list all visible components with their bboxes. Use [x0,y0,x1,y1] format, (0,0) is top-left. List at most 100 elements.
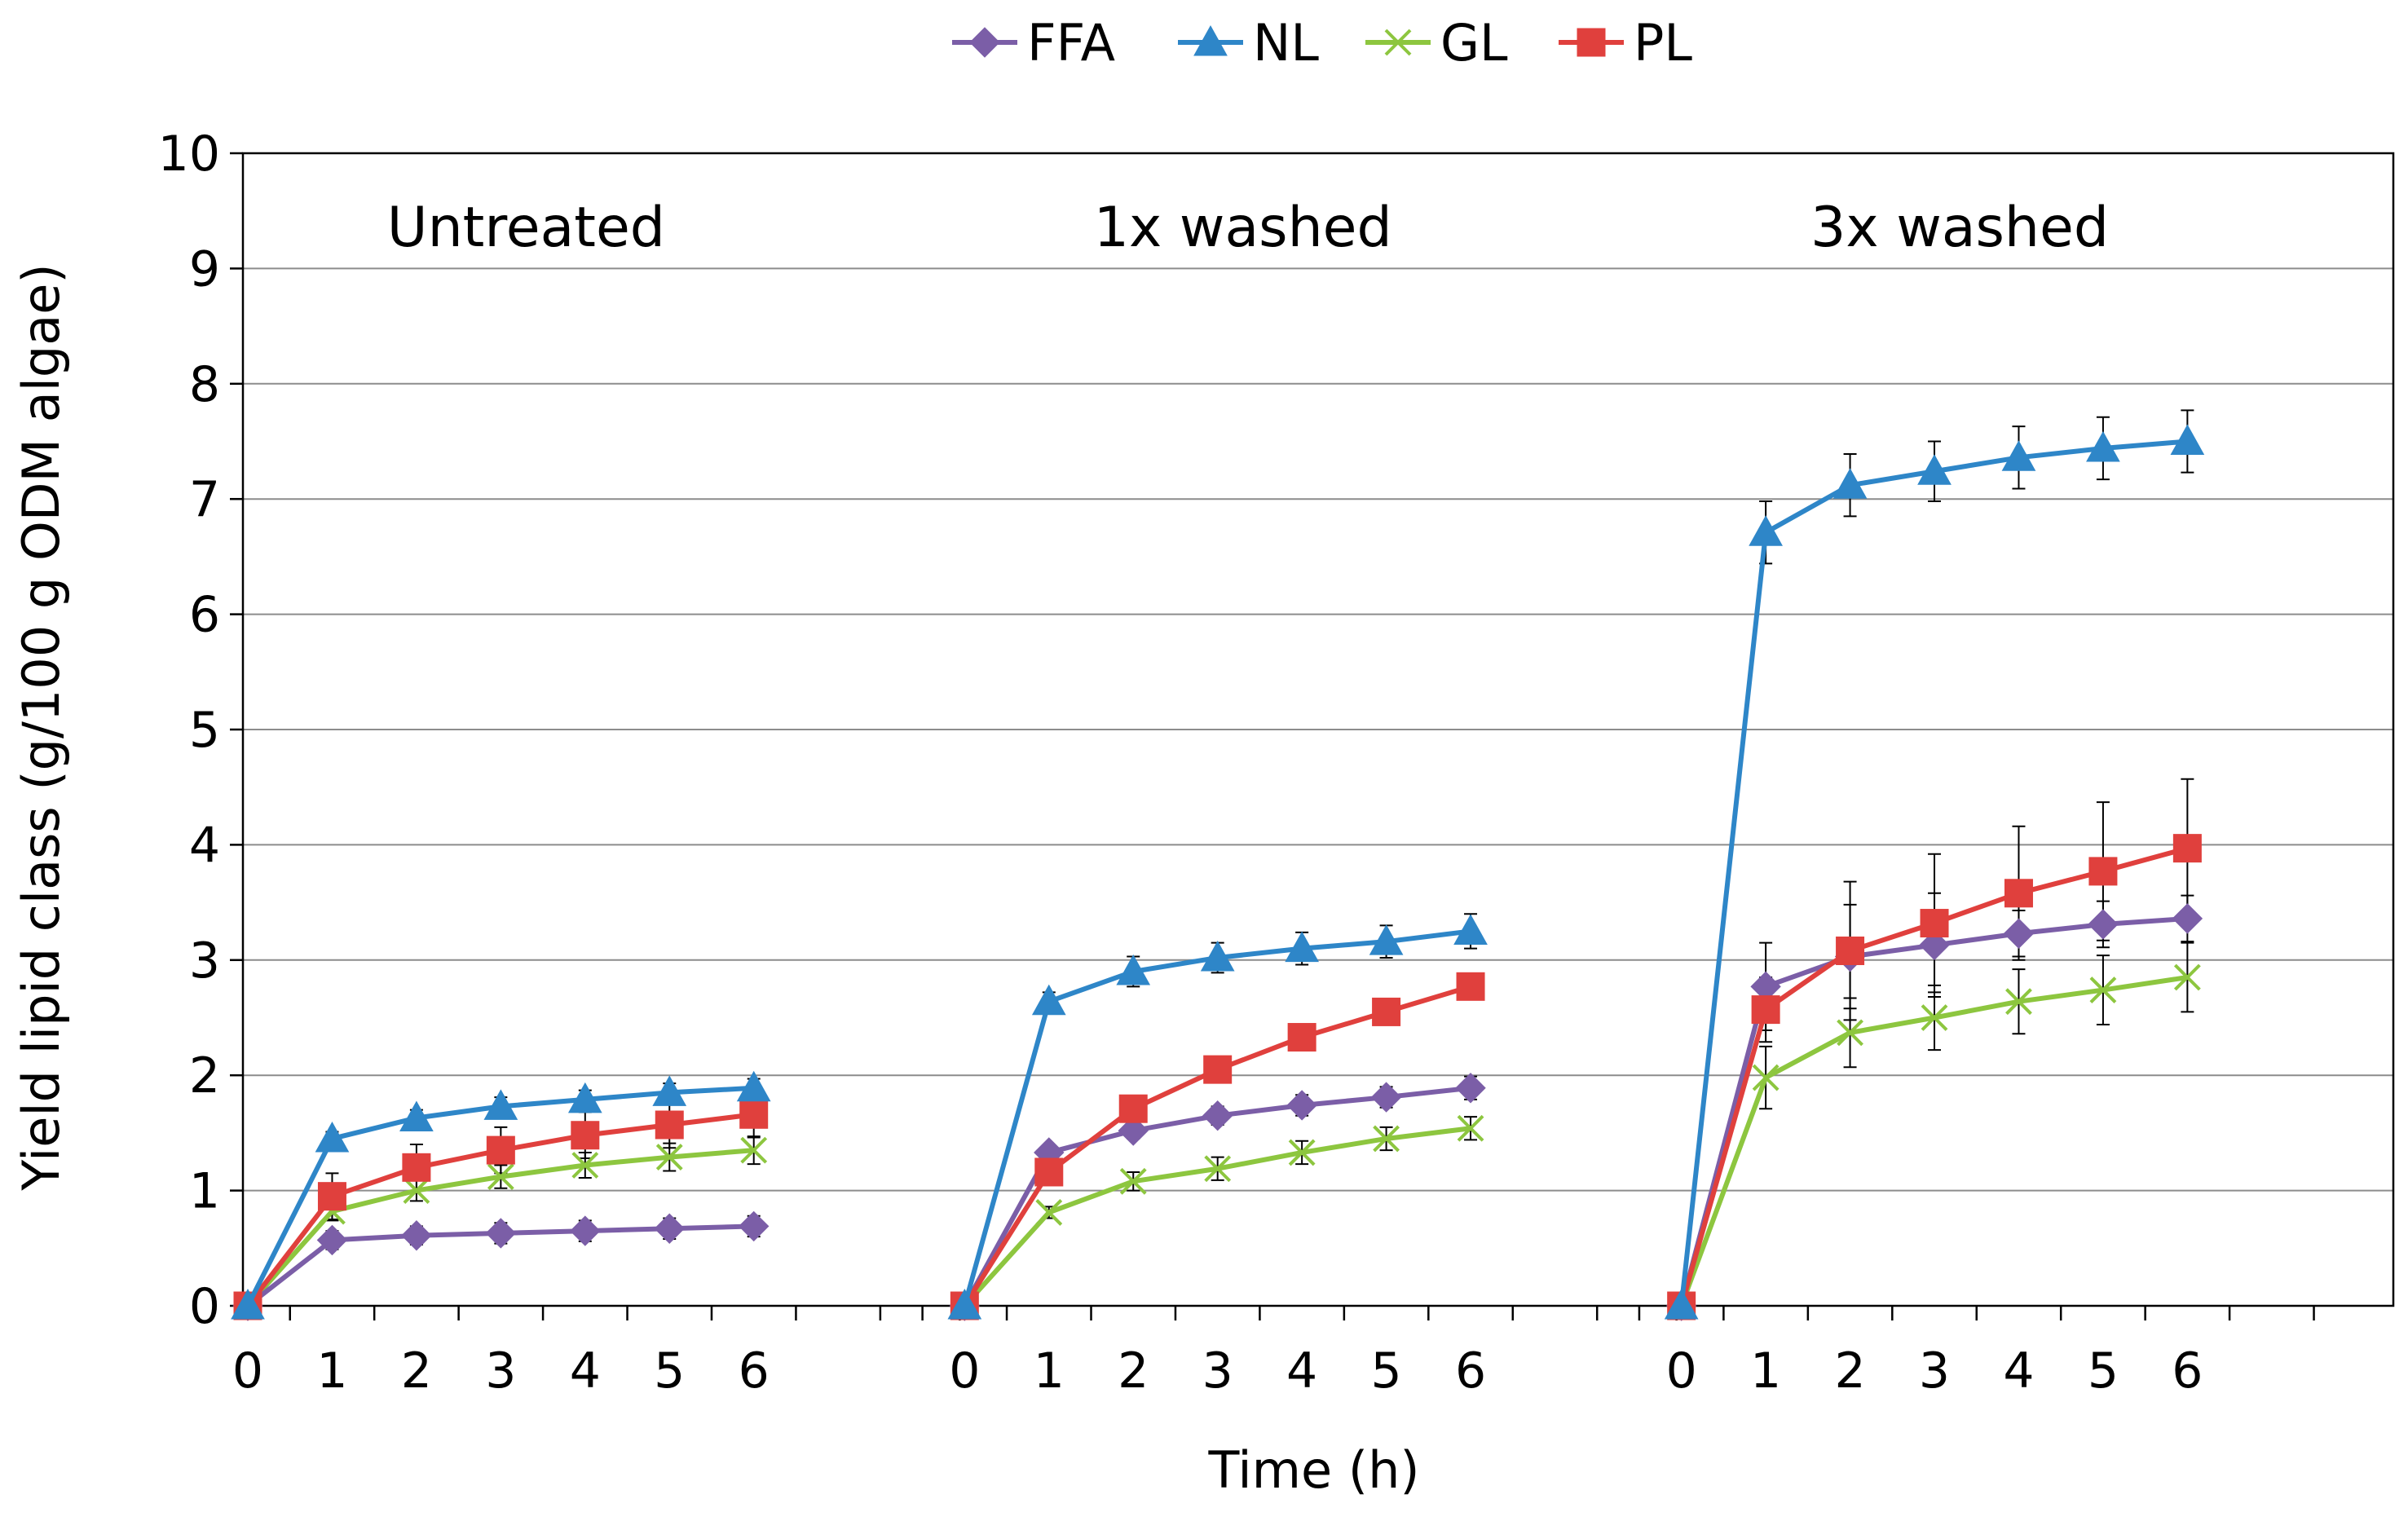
data-point-gl [655,1144,683,1171]
x-tick-label: 2 [401,1342,432,1400]
data-point-nl [1749,515,1783,546]
legend-marker-ffa [969,27,1000,58]
legend-label-ffa: FFA [1027,13,1115,73]
data-point-nl [1917,454,1952,485]
group-label: 3x washed [1810,196,2109,260]
marker-stroke [1457,1114,1484,1142]
x-tick-label: 6 [739,1342,770,1400]
data-point-ffa [316,1224,348,1256]
y-tick-label: 6 [189,587,220,644]
x-tick-label: 6 [2172,1342,2203,1400]
data-point-pl [486,1135,515,1165]
x-tick-label: 3 [485,1342,516,1400]
data-point-nl [947,1288,982,1320]
data-point-nl [1285,931,1319,963]
data-point-gl [1288,1139,1316,1166]
x-tick-label: 1 [1034,1342,1065,1400]
x-tick-label: 0 [1666,1342,1697,1400]
x-tick-label: 3 [1202,1342,1233,1400]
x-tick-label: 5 [1370,1342,1401,1400]
data-point-nl [315,1121,350,1153]
marker-stroke [1204,1155,1232,1183]
data-point-pl [571,1121,600,1150]
marker-stroke [2173,963,2201,991]
legend-label-nl: NL [1253,13,1319,73]
x-tick-label: 4 [2003,1342,2034,1400]
data-point-ffa [654,1213,685,1244]
data-point-nl [1664,1288,1699,1320]
x-axis-title: Time (h) [1207,1440,1419,1500]
y-tick-label: 2 [189,1047,220,1104]
data-point-gl [1035,1199,1063,1226]
data-point-ffa [1118,1115,1149,1146]
marker-stroke [571,1152,599,1179]
data-point-pl [1203,1055,1233,1084]
data-point-pl [1372,997,1401,1026]
data-point-nl [736,1070,771,1102]
data-point-nl [652,1075,687,1106]
marker-stroke [1373,1125,1400,1153]
x-tick-label: 4 [1286,1342,1317,1400]
marker-stroke [2089,977,2117,1003]
x-tick-label: 2 [1834,1342,1865,1400]
y-tick-label: 5 [189,702,220,759]
data-point-pl [2004,879,2033,908]
data-point-gl [2089,977,2117,1003]
data-point-gl [403,1177,430,1205]
data-point-gl [740,1136,768,1164]
data-point-gl [1119,1167,1147,1195]
data-point-ffa [2172,903,2203,934]
marker-stroke [1837,1019,1863,1047]
data-point-gl [1921,1004,1948,1031]
y-tick-label: 8 [189,356,220,413]
y-tick-label: 1 [189,1163,220,1220]
data-point-pl [2172,834,2202,863]
data-point-gl [1204,1155,1232,1183]
data-point-pl [1118,1094,1148,1123]
legend-label-gl: GL [1440,13,1508,73]
marker-stroke [1119,1167,1147,1195]
data-point-gl [487,1163,514,1191]
data-point-pl [739,1100,769,1129]
data-point-nl [1116,954,1151,985]
data-point-nl [2086,430,2120,462]
data-point-nl [231,1288,265,1320]
data-point-ffa [738,1210,770,1242]
data-point-pl [317,1182,346,1211]
data-point-gl [2173,963,2201,991]
marker-stroke [403,1177,430,1205]
legend: FFA NL GL PL [952,13,1692,73]
x-tick-label: 4 [570,1342,601,1400]
x-tick-label: 5 [2088,1342,2119,1400]
data-point-pl [402,1153,431,1182]
data-point-pl [1287,1023,1316,1052]
marker-stroke [1035,1199,1063,1226]
data-point-ffa [1455,1073,1486,1104]
x-tick-label: 1 [316,1342,347,1400]
data-point-nl [1200,940,1235,972]
y-axis-title: Yield lipid class (g/100 g ODM algae) [11,263,71,1191]
data-point-gl [1837,1019,1863,1047]
data-point-gl [1457,1114,1484,1142]
data-point-ffa [1919,929,1950,961]
marker-stroke [487,1163,514,1191]
data-point-pl [1456,972,1485,1001]
axes [230,152,2395,1320]
data-point-pl [1034,1157,1064,1187]
marker-stroke [655,1144,683,1171]
data-point-ffa [2003,918,2035,949]
data-point-nl [1031,984,1066,1016]
y-tick-label: 7 [189,471,220,528]
data-point-ffa [1370,1082,1402,1113]
plot-frame [241,152,2395,1307]
marker-stroke [1384,29,1412,56]
y-tick-label: 9 [189,240,220,298]
y-tick-label: 4 [189,817,220,874]
legend-marker-pl [1577,28,1606,57]
y-tick-label: 3 [189,932,220,990]
data-point-gl [1752,1064,1780,1091]
marker-stroke [1752,1064,1780,1091]
data-point-nl [567,1082,602,1113]
data-point-pl [2088,857,2118,886]
